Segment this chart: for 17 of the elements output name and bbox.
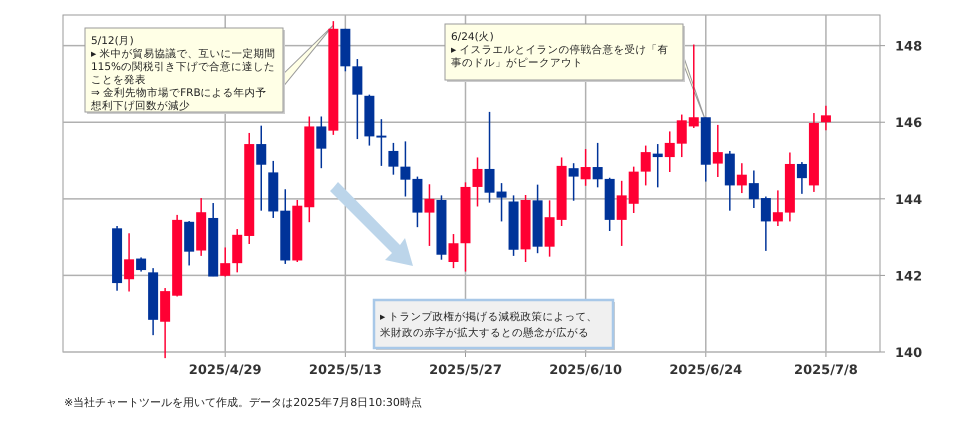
x-tick-label: 2025/6/10 <box>549 363 622 378</box>
x-tick-label: 2025/4/29 <box>188 363 262 378</box>
annotation: 5/12(月) ▸ 米中が貿易協議で、互いに一定期間115%の関税引き下げで合意に達したことを発表 ⇒ 金利先物市場でFRBによる年内予想利下げ回数が減少 <box>90 35 276 112</box>
y-tick-label: 146 <box>895 116 922 132</box>
annotation: ※当社チャートツールを用いて作成。データは2025年7月8日10:30時点 <box>64 396 422 409</box>
x-tick-label: 2025/6/24 <box>669 363 742 378</box>
y-tick-label: 142 <box>895 269 922 284</box>
annotation: ▸ トランプ政権が掲げる減税政策によって、米財政の赤字が拡大するとの懸念が広がる <box>372 298 615 350</box>
y-tick-label: 148 <box>895 40 922 55</box>
annotation: 5/12(月) ▸ 米中が貿易協議で、互いに一定期間115%の関税引き下げで合意に達したことを発表 ⇒ 金利先物市場でFRBによる年内予想利下げ回数が減少 <box>84 24 334 114</box>
x-tick-label: 2025/7/8 <box>794 363 858 378</box>
y-tick-label: 144 <box>895 192 922 208</box>
annotation: 6/24(火) ▸ イスラエルとイランの停戦合意を受け「有事のドル」がピークアウト <box>451 30 669 69</box>
y-tick-label: 140 <box>895 346 922 361</box>
annotation: ▸ トランプ政権が掲げる減税政策によって、米財政の赤字が拡大するとの懸念が広がる <box>380 310 598 339</box>
x-tick-label: 2025/5/13 <box>308 363 382 378</box>
x-tick-label: 2025/5/27 <box>429 363 502 378</box>
